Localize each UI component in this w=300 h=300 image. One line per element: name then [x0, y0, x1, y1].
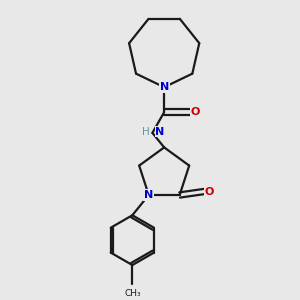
Text: N: N	[155, 127, 164, 136]
Text: N: N	[144, 190, 153, 200]
Text: CH₃: CH₃	[124, 289, 141, 298]
Text: H: H	[142, 127, 150, 136]
Text: N: N	[160, 82, 169, 92]
Text: O: O	[205, 187, 214, 196]
Text: O: O	[190, 107, 200, 117]
